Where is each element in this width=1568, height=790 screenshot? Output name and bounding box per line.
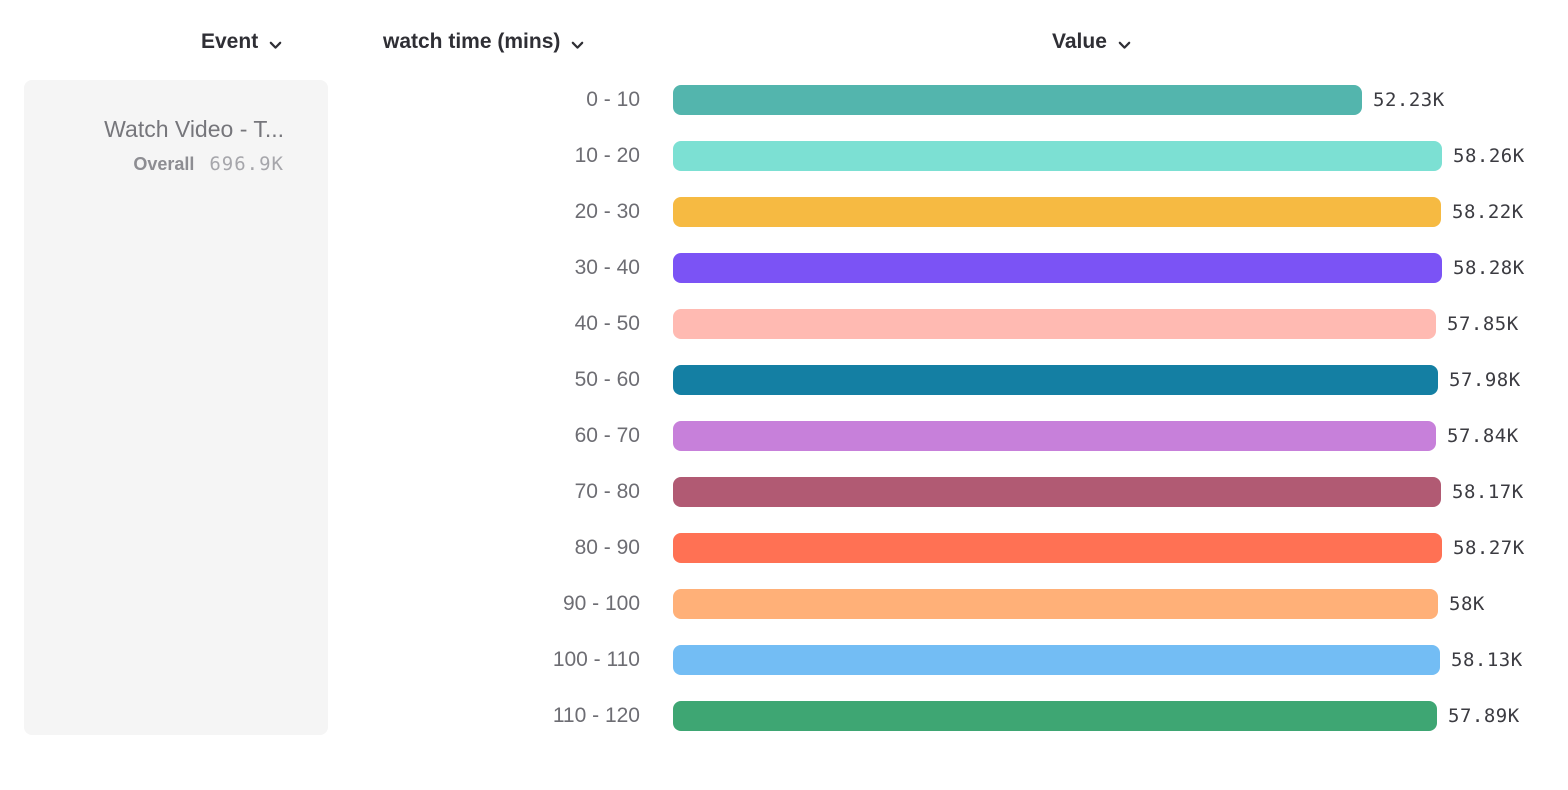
value-column-header[interactable]: Value	[1052, 28, 1131, 56]
bar-row: 80 - 90 58.27K	[0, 533, 1568, 563]
legend-card: Watch Video - T... Overall 696.9K	[24, 80, 328, 735]
bar[interactable]	[673, 253, 1442, 283]
bucket-label: 110 - 120	[552, 704, 640, 727]
legend-item-event[interactable]: Watch Video - T... Overall 696.9K	[24, 80, 328, 175]
bar-value: 57.84K	[1447, 425, 1519, 447]
bucket-label: 10 - 20	[574, 144, 640, 167]
legend-overall-label: Overall	[133, 153, 195, 174]
event-column-header[interactable]: Event	[201, 28, 282, 56]
bar[interactable]	[673, 701, 1437, 731]
legend-overall-row: Overall 696.9K	[24, 153, 284, 175]
bar[interactable]	[673, 477, 1441, 507]
bucket-label: 60 - 70	[574, 424, 640, 447]
bucket-label: 90 - 100	[562, 592, 640, 615]
bar-value: 58.17K	[1452, 481, 1524, 503]
bar-value: 58.26K	[1453, 145, 1525, 167]
bar-row: 110 - 120 57.89K	[0, 701, 1568, 731]
chevron-down-icon	[269, 32, 282, 56]
bar-value: 57.85K	[1447, 313, 1519, 335]
bar[interactable]	[673, 365, 1438, 395]
value-column-label: Value	[1052, 30, 1107, 53]
bar[interactable]	[673, 533, 1442, 563]
bar-value: 58.28K	[1453, 257, 1525, 279]
legend-overall-value: 696.9K	[209, 152, 284, 175]
bar-value: 57.98K	[1449, 369, 1521, 391]
bar-value: 57.89K	[1448, 705, 1520, 727]
bar[interactable]	[673, 589, 1438, 619]
chevron-down-icon	[571, 32, 584, 56]
bucket-label: 0 - 10	[586, 88, 640, 111]
bar-row: 20 - 30 58.22K	[0, 197, 1568, 227]
bar-value: 58.27K	[1453, 537, 1525, 559]
event-column-label: Event	[201, 30, 259, 53]
bucket-label: 40 - 50	[574, 312, 640, 335]
bar-row: 50 - 60 57.98K	[0, 365, 1568, 395]
bar-row: 60 - 70 57.84K	[0, 421, 1568, 451]
bucket-label: 30 - 40	[574, 256, 640, 279]
bar-row: 70 - 80 58.17K	[0, 477, 1568, 507]
bar[interactable]	[673, 309, 1436, 339]
bar-row: 40 - 50 57.85K	[0, 309, 1568, 339]
bar[interactable]	[673, 645, 1440, 675]
bar-value: 58.22K	[1452, 201, 1524, 223]
bar-row: 90 - 100 58K	[0, 589, 1568, 619]
breakdown-column-label: watch time (mins)	[383, 30, 561, 53]
bucket-label: 70 - 80	[574, 480, 640, 503]
bucket-label: 50 - 60	[574, 368, 640, 391]
legend-event-name: Watch Video - T...	[104, 116, 284, 142]
bucket-label: 80 - 90	[574, 536, 640, 559]
bar[interactable]	[673, 85, 1362, 115]
bar[interactable]	[673, 197, 1441, 227]
bucket-label: 20 - 30	[574, 200, 640, 223]
bar-row: 100 - 110 58.13K	[0, 645, 1568, 675]
breakdown-column-header[interactable]: watch time (mins)	[383, 28, 584, 56]
bar-row: 30 - 40 58.28K	[0, 253, 1568, 283]
chevron-down-icon	[1118, 32, 1131, 56]
bar-row: 10 - 20 58.26K	[0, 141, 1568, 171]
bar-value: 58.13K	[1451, 649, 1523, 671]
bar-value: 58K	[1449, 593, 1485, 615]
bar-row: 0 - 10 52.23K	[0, 85, 1568, 115]
bar[interactable]	[673, 141, 1442, 171]
bar[interactable]	[673, 421, 1436, 451]
bucket-label: 100 - 110	[552, 648, 640, 671]
bar-value: 52.23K	[1373, 89, 1445, 111]
